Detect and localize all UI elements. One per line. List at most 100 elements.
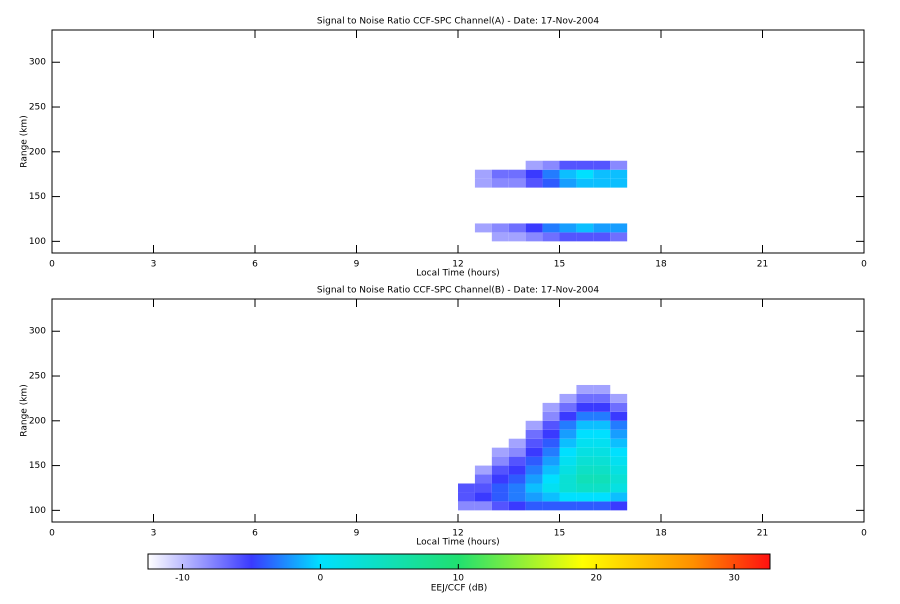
heat-cell	[542, 411, 560, 421]
heat-cell	[593, 178, 611, 188]
heat-cell	[542, 483, 560, 493]
heat-cell	[542, 232, 560, 242]
colorbar-tick-label: 0	[318, 574, 324, 584]
heat-cell	[508, 465, 526, 475]
heat-cell	[576, 429, 594, 439]
heat-cell	[576, 232, 594, 242]
colorbar-tick-label: -10	[175, 574, 190, 584]
heat-cell	[474, 223, 492, 233]
heat-cell	[508, 223, 526, 233]
y-axis-label: Range (km)	[20, 115, 30, 167]
x-tick-label: 18	[655, 260, 667, 270]
heat-cell	[491, 169, 509, 179]
y-tick-label: 250	[29, 372, 46, 382]
heat-cell	[491, 232, 509, 242]
x-tick-label: 3	[151, 529, 157, 539]
heat-cell	[508, 456, 526, 466]
heat-cell	[593, 223, 611, 233]
heat-cell	[610, 420, 628, 430]
heat-cell	[525, 483, 543, 493]
heat-cell	[576, 169, 594, 179]
heat-cell	[542, 169, 560, 179]
heat-cell	[593, 420, 611, 430]
heat-cell	[474, 501, 492, 511]
heat-cell	[576, 456, 594, 466]
x-axis-label: Local Time (hours)	[416, 538, 499, 548]
heat-cell	[474, 492, 492, 502]
heat-cell	[576, 178, 594, 188]
x-tick-label: 12	[452, 260, 463, 270]
heat-cell	[474, 169, 492, 179]
y-tick-label: 300	[29, 327, 46, 337]
heat-cell	[610, 402, 628, 412]
heat-cell	[610, 474, 628, 484]
heat-cell	[593, 411, 611, 421]
x-tick-label: 0	[861, 529, 867, 539]
y-tick-label: 300	[29, 58, 46, 68]
x-tick-label: 15	[554, 260, 565, 270]
heat-cell	[559, 223, 577, 233]
heat-cell	[610, 492, 628, 502]
heat-cell	[576, 402, 594, 412]
heat-cell	[491, 465, 509, 475]
heat-cell	[610, 465, 628, 475]
heat-cell	[559, 438, 577, 448]
heat-cell	[593, 465, 611, 475]
heat-cell	[525, 456, 543, 466]
heat-cell	[559, 393, 577, 403]
heat-cell	[542, 402, 560, 412]
x-tick-label: 9	[354, 260, 360, 270]
y-tick-label: 100	[29, 237, 46, 247]
heat-cell	[491, 492, 509, 502]
heat-cell	[508, 474, 526, 484]
heat-cell	[491, 447, 509, 457]
y-tick-label: 200	[29, 147, 46, 157]
heat-cell	[542, 429, 560, 439]
x-tick-label: 6	[252, 260, 258, 270]
x-tick-label: 21	[757, 260, 768, 270]
heat-cell	[474, 483, 492, 493]
heat-cell	[508, 169, 526, 179]
heat-cell	[559, 402, 577, 412]
heat-cell	[593, 232, 611, 242]
heat-cell	[559, 169, 577, 179]
heat-cell	[508, 178, 526, 188]
heat-cell	[593, 483, 611, 493]
heat-cell	[458, 483, 475, 493]
heat-cell	[559, 429, 577, 439]
heat-cell	[474, 465, 492, 475]
heat-cell	[491, 223, 509, 233]
heat-cell	[576, 223, 594, 233]
heat-cell	[508, 492, 526, 502]
heat-cell	[559, 465, 577, 475]
heat-cell	[559, 411, 577, 421]
y-tick-label: 100	[29, 506, 46, 516]
heat-cell	[542, 492, 560, 502]
heat-cell	[525, 429, 543, 439]
plot-frame	[51, 29, 865, 254]
heat-cell	[559, 474, 577, 484]
heat-cell	[542, 178, 560, 188]
x-tick-label: 15	[554, 529, 565, 539]
heat-cell	[525, 501, 543, 511]
heat-cell	[508, 501, 526, 511]
heat-cell	[559, 160, 577, 170]
colorbar-tick-label: 30	[728, 574, 740, 584]
heat-cell	[525, 474, 543, 484]
x-tick-label: 21	[757, 529, 768, 539]
heat-cell	[576, 483, 594, 493]
heat-cell	[559, 420, 577, 430]
heat-cell	[559, 456, 577, 466]
heat-cell	[491, 456, 509, 466]
heat-cell	[610, 169, 628, 179]
y-tick-label: 150	[29, 192, 46, 202]
heat-cell	[542, 474, 560, 484]
heat-cell	[593, 438, 611, 448]
heat-cell	[610, 456, 628, 466]
x-tick-label: 3	[151, 260, 157, 270]
heat-cell	[458, 501, 475, 511]
heat-cell	[542, 438, 560, 448]
heat-cell	[525, 438, 543, 448]
heat-cell	[610, 438, 628, 448]
heat-cell	[576, 501, 594, 511]
